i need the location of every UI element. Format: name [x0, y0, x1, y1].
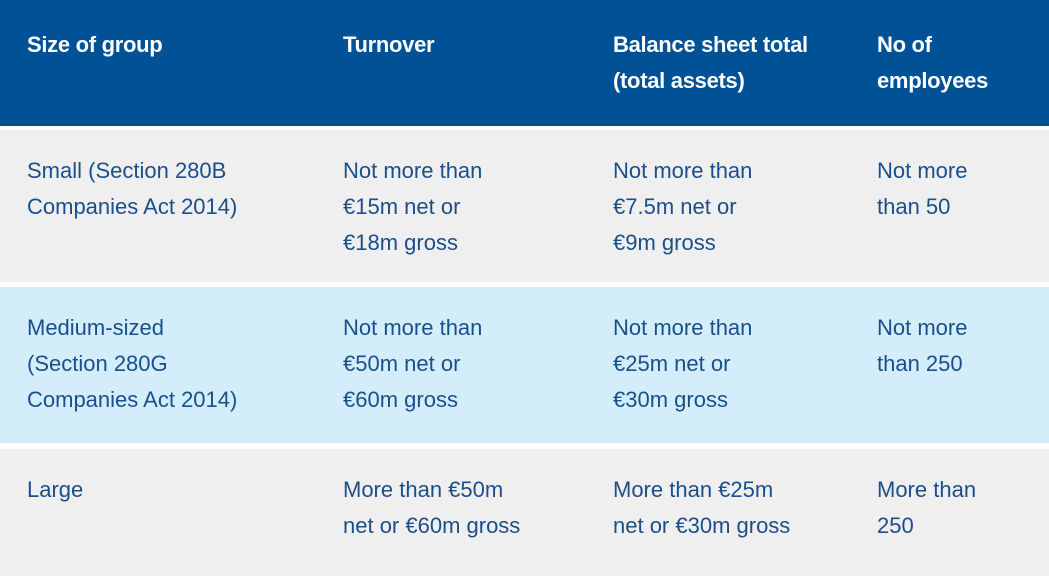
- cell: Size of group: [27, 27, 163, 63]
- cell-text: Not more than: [613, 158, 753, 183]
- cell: Not more than €25m net or €30m gross: [613, 310, 752, 418]
- cell-text: (Section 280G: [27, 351, 168, 376]
- cell: Not more than €7.5m net or €9m gross: [613, 153, 752, 261]
- cell-text: €18m gross: [343, 230, 458, 255]
- cell-text: €15m net or: [343, 194, 461, 219]
- cell-text: No of: [877, 32, 932, 57]
- cell: Not more than 250: [877, 310, 967, 382]
- cell: Large: [27, 472, 83, 508]
- cell-text: €30m gross: [613, 387, 728, 412]
- cell-text: Large: [27, 477, 84, 502]
- cell: Not more than €50m net or €60m gross: [343, 310, 482, 418]
- cell: Turnover: [343, 27, 435, 63]
- cell-text: employees: [877, 68, 989, 93]
- cell-text: Companies Act 2014): [27, 387, 238, 412]
- cell-text: Balance sheet total: [613, 32, 808, 57]
- cell-text: €7.5m net or: [613, 194, 737, 219]
- cell-text: than 250: [877, 351, 963, 376]
- cell-text: (total assets): [613, 68, 745, 93]
- cell-text: Not more: [877, 315, 968, 340]
- cell-text: net or €30m gross: [613, 513, 791, 538]
- cell: Balance sheet total (total assets): [613, 27, 808, 99]
- table-row: Small (Section 280B Companies Act 2014) No…: [0, 130, 1049, 282]
- cell-text: €50m net or: [343, 351, 461, 376]
- cell: Medium-sized (Section 280G Companies Act 2…: [27, 310, 237, 418]
- cell: More than 250: [877, 472, 976, 544]
- cell-text: Size of group: [27, 32, 163, 57]
- table-row: Medium-sized (Section 280G Companies Act 2…: [0, 287, 1049, 443]
- cell-text: Medium-sized: [27, 315, 164, 340]
- cell-text: net or €60m gross: [343, 513, 521, 538]
- cell-text: More than €25m: [613, 477, 774, 502]
- cell-text: More than €50m: [343, 477, 504, 502]
- cell-text: €25m net or: [613, 351, 731, 376]
- cell: Small (Section 280B Companies Act 2014): [27, 153, 237, 225]
- cell-text: Small (Section 280B: [27, 158, 227, 183]
- cell-text: Not more than: [613, 315, 753, 340]
- cell: Not more than €15m net or €18m gross: [343, 153, 482, 261]
- cell-text: Turnover: [343, 32, 435, 57]
- cell: Not more than 50: [877, 153, 967, 225]
- cell-text: More than: [877, 477, 977, 502]
- cell-text: than 50: [877, 194, 951, 219]
- cell: More than €50m net or €60m gross: [343, 472, 520, 544]
- cell-text: Companies Act 2014): [27, 194, 238, 219]
- cell-text: 250: [877, 513, 914, 538]
- cell-text: Not more than: [343, 315, 483, 340]
- cell-text: Not more: [877, 158, 968, 183]
- cell-text: €9m gross: [613, 230, 716, 255]
- header-row: Size of group Turnover Balance sheet total…: [0, 0, 1049, 126]
- cell-text: Not more than: [343, 158, 483, 183]
- cell-text: €60m gross: [343, 387, 458, 412]
- table-row: Large More than €50m net or €60m gross More…: [0, 449, 1049, 576]
- cell: No of employees: [877, 27, 988, 99]
- cell: More than €25m net or €30m gross: [613, 472, 790, 544]
